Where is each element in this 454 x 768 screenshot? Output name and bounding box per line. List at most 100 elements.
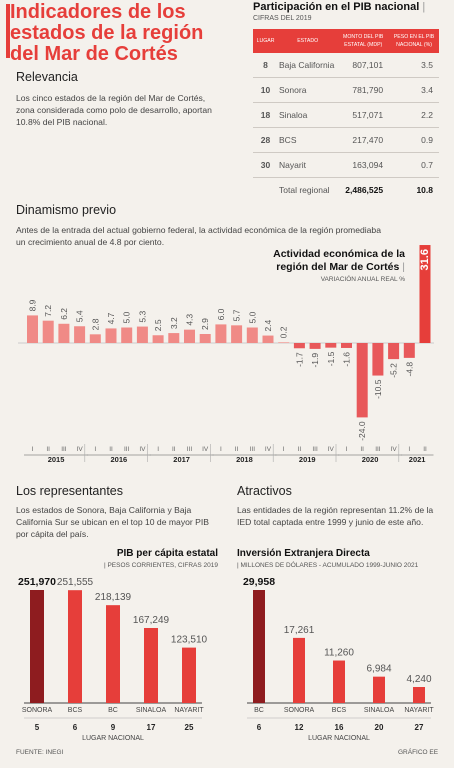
rank-cell: 8	[253, 53, 279, 78]
quarter-label: I	[94, 446, 96, 453]
value-label: 123,510	[171, 635, 208, 646]
rank-label: 20	[375, 723, 384, 732]
year-label: 2021	[409, 455, 426, 464]
rank-label: 25	[185, 723, 194, 732]
quarter-label: II	[235, 446, 239, 453]
share-cell: 0.7	[389, 152, 439, 178]
rank-cell: 18	[253, 102, 279, 128]
bar-2015-III	[58, 323, 70, 343]
bar-2018-I	[215, 324, 227, 343]
category-label: SINALOA	[136, 707, 167, 714]
state-cell: Sonora	[278, 77, 338, 103]
year-label: 2017	[173, 455, 190, 464]
state-cell: Sinaloa	[278, 102, 338, 128]
bar-2019-II	[293, 343, 305, 349]
quarter-label: III	[124, 446, 130, 453]
bar-sonora	[30, 590, 44, 703]
state-cell: BCS	[278, 127, 338, 153]
data-label: -10.5	[373, 379, 383, 399]
amount-cell: 807,101	[337, 53, 390, 78]
quarter-label: III	[187, 446, 193, 453]
amount-cell: 163,094	[337, 152, 390, 178]
state-cell: Nayarit	[278, 152, 338, 178]
bar-2016-II	[105, 328, 117, 343]
bar-2018-II	[231, 325, 243, 343]
table-row: 30 Nayarit 163,094 0.7	[253, 152, 439, 178]
data-label: 5.0	[247, 311, 257, 323]
rank-axis-label: LUGAR NACIONAL	[308, 735, 370, 742]
data-label: 4.3	[185, 314, 195, 326]
bar-bc	[106, 605, 120, 703]
header-monto: MONTO DEL PIB ESTATAL (MDP)	[337, 29, 390, 53]
data-label: 5.0	[122, 311, 132, 323]
data-label: -1.9	[310, 353, 320, 368]
quarter-label: II	[46, 446, 50, 453]
data-label: 5.7	[232, 309, 242, 321]
year-label: 2016	[111, 455, 128, 464]
rank-label: 16	[335, 723, 344, 732]
bar-2015-II	[42, 320, 54, 343]
total-share: 10.8	[416, 185, 433, 195]
pib-chart-title: PIB per cápita estatal	[116, 548, 218, 559]
bar-2021-I	[403, 343, 415, 358]
bar-2019-III	[309, 343, 321, 349]
quarter-label: IV	[139, 446, 146, 453]
value-label: 218,139	[95, 592, 132, 603]
state-cell: Baja California	[278, 53, 338, 78]
year-label: 2019	[299, 455, 316, 464]
quarter-label: IV	[328, 446, 335, 453]
dinamismo-heading: Dinamismo previo	[16, 203, 117, 217]
bar-2017-II	[168, 333, 180, 343]
category-label: BC	[254, 707, 264, 714]
bar-nayarit	[182, 647, 196, 703]
pib-chart-subtitle: | PESOS CORRIENTES, CIFRAS 2019	[103, 562, 218, 569]
share-cell: 0.9	[389, 127, 439, 153]
value-label: 29,958	[243, 576, 275, 588]
amount-cell: 781,790	[337, 77, 390, 103]
quarter-label: I	[157, 446, 159, 453]
bar-sinaloa	[144, 627, 158, 703]
total-amount: 2,486,525	[345, 185, 384, 195]
bar-2015-IV	[74, 326, 86, 343]
value-label: 167,249	[133, 615, 170, 626]
data-label: -24.0	[357, 421, 367, 441]
title-accent-bar	[6, 4, 10, 58]
data-label: 3.2	[169, 317, 179, 329]
data-label: 5.4	[75, 310, 85, 322]
category-label: BC	[108, 707, 118, 714]
rank-label: 17	[147, 723, 156, 732]
bar-2016-IV	[136, 326, 148, 343]
rank-label: 6	[257, 723, 262, 732]
total-label: Total regional	[279, 185, 330, 195]
table-row: 10 Sonora 781,790 3.4	[253, 77, 439, 103]
quarter-label: I	[283, 446, 285, 453]
participacion-table: LUGAR ESTADO MONTO DEL PIB ESTATAL (MDP)…	[253, 29, 439, 202]
data-label: 31.6	[419, 249, 431, 270]
header-lugar: LUGAR	[253, 29, 279, 53]
page-title: Indicadores de los estados de la región …	[10, 1, 204, 65]
bar-2018-IV	[262, 335, 274, 343]
rank-label: 6	[73, 723, 78, 732]
quarter-label: I	[408, 446, 410, 453]
bar-2019-IV	[325, 343, 337, 348]
data-label: 2.5	[153, 319, 163, 331]
table-row: 18 Sinaloa 517,071 2.2	[253, 102, 439, 128]
table-row: 8 Baja California 807,101 3.5	[253, 53, 439, 78]
rank-label: 5	[35, 723, 40, 732]
data-label: 5.3	[137, 310, 147, 322]
bar-2017-I	[152, 335, 164, 343]
bar-bc	[253, 590, 265, 703]
quarter-label: I	[346, 446, 348, 453]
activity-chart: 8.9 7.2 6.2 5.4 2.8 4.7 5.0 5.3 2.5 3.2 4.3 2.9 6.0 5…	[18, 245, 434, 464]
activity-chart-title: Actividad económica de la región del Mar…	[273, 248, 405, 273]
category-label: BCS	[68, 707, 83, 714]
bar-2021-II	[419, 245, 431, 343]
atractivos-heading: Atractivos	[237, 484, 292, 498]
category-label: SONORA	[284, 707, 315, 714]
bar-2018-III	[246, 327, 258, 343]
data-label: 8.9	[28, 299, 38, 311]
quarter-label: III	[375, 446, 381, 453]
quarter-label: I	[32, 446, 34, 453]
data-label: -5.2	[389, 363, 399, 378]
